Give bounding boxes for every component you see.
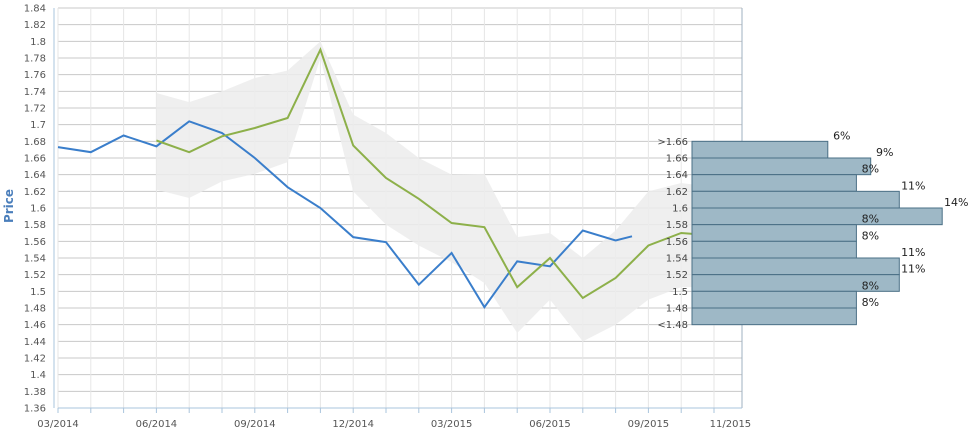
x-tick-label: 11/2015 [710, 419, 752, 430]
x-tick-label: 09/2015 [628, 419, 670, 430]
x-tick-label: 06/2015 [529, 419, 571, 430]
y-tick-label: 1.58 [24, 220, 46, 231]
axis-labels: 1.36 1.38 1.4 1.42 1.44 1.46 1.48 1.5 1.52 1.54 1.… [2, 4, 751, 431]
distribution-histogram: 6% 9% 8% 11% 14% 8% 8% 11% 11% 8% 8% >1.66 1.66 1.64 1… [657, 129, 968, 331]
forecast-series-line [156, 47, 731, 300]
y-tick-label: 1.42 [24, 354, 46, 365]
actual-series-line [57, 120, 633, 309]
histogram-bar [691, 290, 857, 309]
x-tick-label: 03/2015 [431, 419, 473, 430]
x-tick-label: 09/2014 [234, 419, 276, 430]
histogram-bin-label: 1.64 [666, 170, 688, 181]
y-tick-label: 1.46 [24, 320, 46, 331]
y-tick-label: 1.76 [24, 70, 46, 81]
y-tick-label: 1.48 [24, 304, 46, 315]
histogram-percent-label: 8% [862, 279, 879, 292]
histogram-bin-label: >1.66 [657, 137, 688, 148]
histogram-bar [691, 140, 829, 159]
histogram-bin-label: 1.62 [666, 187, 688, 198]
histogram-percent-label: 6% [833, 129, 850, 142]
histogram-bin-label: 1.48 [666, 304, 688, 315]
y-tick-label: 1.78 [24, 54, 46, 65]
histogram-bin-label: 1.52 [666, 270, 688, 281]
y-tick-label: 1.64 [24, 170, 46, 181]
y-tick-label: 1.6 [30, 204, 46, 215]
y-tick-label: 1.38 [24, 387, 46, 398]
y-tick-label: 1.62 [24, 187, 46, 198]
histogram-bin-label: <1.48 [657, 320, 688, 331]
histogram-bin-label: 1.56 [666, 237, 688, 248]
histogram-bin-label: 1.58 [666, 220, 688, 231]
histogram-bar [691, 207, 943, 226]
histogram-bar [691, 224, 857, 242]
histogram-bin-label: 1.6 [672, 204, 688, 215]
y-tick-label: 1.66 [24, 154, 46, 165]
x-tick-label: 03/2014 [37, 419, 79, 430]
y-tick-label: 1.7 [30, 120, 46, 131]
y-tick-label: 1.52 [24, 270, 46, 281]
x-tick-label: 06/2014 [136, 419, 178, 430]
y-tick-label: 1.82 [24, 20, 46, 31]
series-lines [57, 47, 731, 309]
histogram-bar [691, 190, 900, 209]
y-axis-title: Price [2, 189, 16, 223]
y-tick-label: 1.84 [24, 4, 46, 15]
histogram-bin-label: 1.5 [672, 287, 688, 298]
histogram-percent-label: 9% [876, 146, 893, 159]
histogram-percent-label: 8% [862, 296, 879, 309]
histogram-bar [691, 257, 900, 276]
histogram-bin-label: 1.54 [666, 254, 688, 265]
histogram-percent-label: 8% [862, 213, 879, 226]
histogram-percent-label: 11% [901, 263, 925, 276]
y-tick-label: 1.8 [30, 37, 46, 48]
histogram-percent-label: 11% [901, 179, 925, 192]
histogram-bar [691, 240, 857, 259]
y-tick-label: 1.36 [24, 404, 46, 415]
y-tick-label: 1.68 [24, 137, 46, 148]
confidence-band [156, 41, 731, 342]
y-tick-label: 1.5 [30, 287, 46, 298]
histogram-percent-label: 11% [901, 246, 925, 259]
y-tick-label: 1.54 [24, 254, 46, 265]
y-tick-label: 1.72 [24, 104, 46, 115]
y-tick-label: 1.74 [24, 87, 46, 98]
histogram-percent-label: 8% [862, 163, 879, 176]
histogram-bar [691, 307, 857, 326]
histogram-bar [691, 174, 857, 192]
histogram-bin-label: 1.66 [666, 154, 688, 165]
y-tick-label: 1.56 [24, 237, 46, 248]
histogram-bar [691, 157, 872, 176]
confidence-band-area [156, 41, 731, 342]
histogram-percent-label: 14% [944, 196, 968, 209]
x-tick-label: 12/2014 [332, 419, 374, 430]
histogram-percent-label: 8% [862, 229, 879, 242]
y-tick-label: 1.44 [24, 337, 46, 348]
y-tick-label: 1.4 [30, 370, 46, 381]
